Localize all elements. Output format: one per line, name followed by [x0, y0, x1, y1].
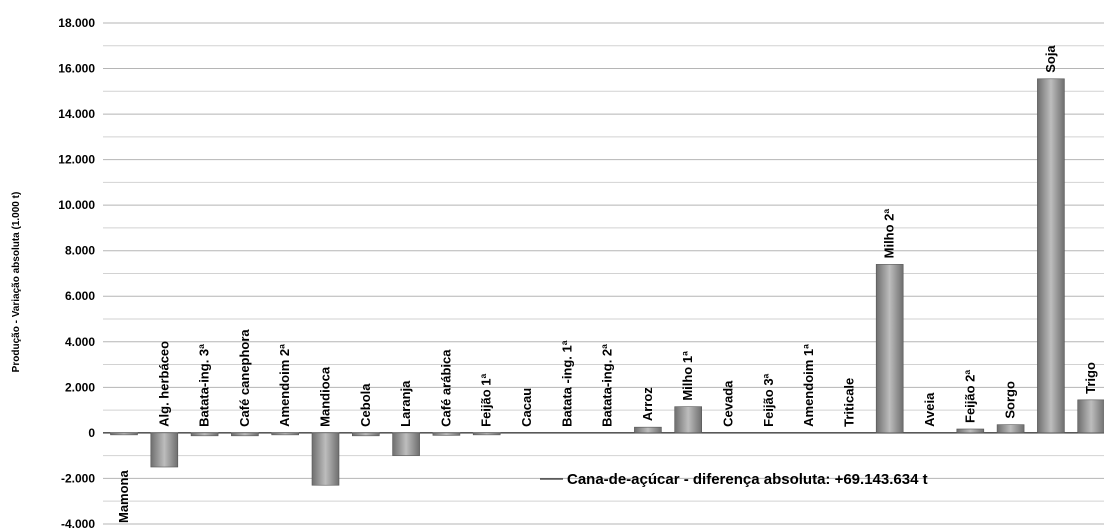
- category-label: Aveia: [922, 392, 937, 427]
- category-label: Café arábica: [438, 349, 453, 427]
- bar: [311, 432, 340, 486]
- y-tick-label: 2.000: [65, 380, 95, 394]
- bar: [432, 432, 461, 436]
- y-tick-label: 18.000: [58, 16, 95, 30]
- category-label: Cacau: [519, 388, 534, 427]
- y-tick-label: 8.000: [65, 244, 95, 258]
- bar: [271, 432, 300, 436]
- category-label: Mandioca: [318, 366, 333, 427]
- category-label: Amendoim 1ª: [801, 344, 816, 427]
- bar: [956, 428, 985, 434]
- category-label: Feijão 2ª: [962, 370, 977, 423]
- y-tick-label: 12.000: [58, 153, 95, 167]
- bar: [996, 424, 1025, 434]
- category-label: Amendoim 2ª: [277, 344, 292, 427]
- category-label: Alg. herbáceo: [156, 341, 171, 427]
- category-label: Mamona: [116, 470, 131, 524]
- category-label: Soja: [1043, 45, 1058, 73]
- bar: [674, 406, 703, 434]
- category-label: Trigo: [1083, 362, 1098, 394]
- y-tick-label: 10.000: [58, 198, 95, 212]
- category-label: Arroz: [640, 387, 655, 421]
- bar: [351, 432, 380, 437]
- y-tick-label: 4.000: [65, 335, 95, 349]
- bars: [110, 78, 1104, 486]
- y-tick-label: 0: [88, 426, 95, 440]
- category-label: Feijão 1ª: [479, 373, 494, 426]
- y-tick-label: 14.000: [58, 107, 95, 121]
- y-tick-label: -4.000: [61, 517, 95, 530]
- category-label: Laranja: [398, 380, 413, 427]
- category-label: Triticale: [841, 378, 856, 427]
- category-label: Feijão 3ª: [761, 373, 776, 426]
- category-label: Cebola: [358, 383, 373, 427]
- category-label: Sorgo: [1003, 381, 1018, 419]
- y-tick-label: 6.000: [65, 289, 95, 303]
- category-label: Batata -ing. 1ª: [559, 340, 574, 427]
- bar: [1037, 78, 1065, 434]
- y-tick-label: -2.000: [61, 471, 95, 485]
- y-tick-labels: -4.000 -2.000 0 2.000 4.000 6.000 8.000 10.000 1…: [58, 16, 95, 530]
- bar: [392, 432, 420, 456]
- bar: [150, 432, 179, 468]
- bar: [472, 432, 501, 436]
- category-label: Milho 2ª: [882, 209, 897, 259]
- category-label: Batata-ing. 3ª: [197, 344, 212, 427]
- category-label: Batata-ing. 2ª: [600, 344, 615, 427]
- gridlines: [103, 22, 1104, 525]
- bar: [110, 432, 138, 436]
- y-tick-label: 16.000: [58, 62, 95, 76]
- bar: [634, 426, 662, 434]
- bar: [231, 432, 259, 437]
- bar: [875, 264, 904, 434]
- bar: [1077, 399, 1104, 434]
- y-axis-label: Produção - Variação absoluta (1.000 t): [11, 192, 22, 373]
- category-label: Cevada: [721, 380, 736, 427]
- annotation: Cana-de-açúcar - diferença absoluta: +69…: [567, 471, 928, 488]
- category-labels: Mamona Alg. herbáceo Batata-ing. 3ª Café ca…: [116, 45, 1098, 523]
- category-label: Café canephora: [237, 329, 252, 427]
- category-label: Milho 1ª: [680, 351, 695, 401]
- bar: [190, 432, 219, 437]
